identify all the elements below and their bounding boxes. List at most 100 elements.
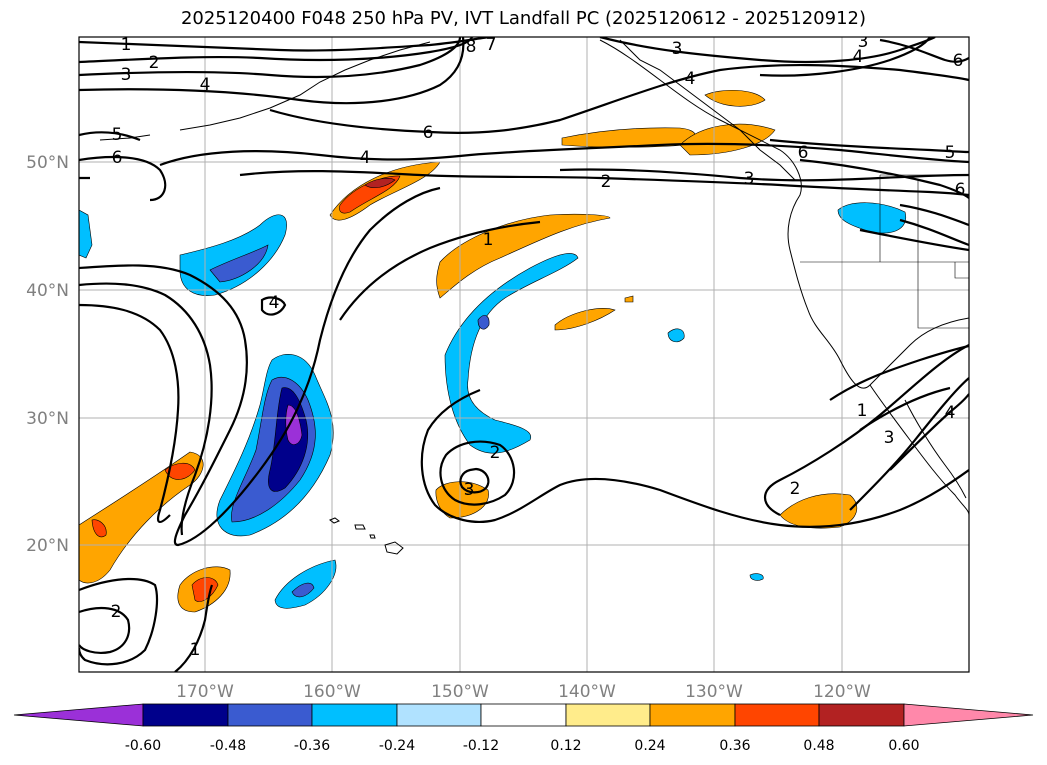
contour-label: 4 [200,75,211,95]
contour-label: 5 [112,125,123,145]
contour-3-ne [599,37,936,64]
contour-label: 4 [360,148,371,168]
colorbar-segment [311,703,398,727]
contour-3-jet [559,168,969,182]
contour-label: 2 [601,172,612,192]
contour-label: 3 [858,32,869,52]
contour-4-mid [159,142,969,167]
pv-contours [79,37,969,672]
contour-2-jet [239,170,969,197]
contour-label: 3 [884,428,895,448]
anomaly-gulf-darkred [364,178,396,189]
contour-label: 6 [953,51,964,71]
anomaly-south-blue-mid [291,582,315,598]
contour-east-loop-3 [849,377,969,511]
contour-2-north [79,37,474,64]
contour-west-1 [79,282,213,536]
contour-4-north [79,37,465,105]
colorbar-segment [818,703,905,727]
contour-east-lines [859,203,969,252]
colorbar-segment [480,703,567,727]
lon-label-150w: 150°W [431,682,489,702]
colorbar-segment [142,703,229,727]
anomaly-far-west-blue [79,209,93,259]
contour-label: 6 [112,148,123,168]
aleutians [99,41,431,141]
longitude-labels: 170°W 160°W 150°W 140°W 130°W 120°W [176,682,871,702]
contour-label: 7 [486,35,497,55]
contour-label: 5 [945,143,956,163]
alaska-panhandle [619,39,796,181]
anomaly-bc-orange [679,89,776,156]
contour-label: 3 [121,65,132,85]
contour-sw-1b [174,584,214,672]
contour-label: 2 [490,443,501,463]
lon-label-120w: 120°W [813,682,871,702]
anomaly-central-blue-mid [477,315,490,330]
anomaly-east-small-orange [554,295,634,331]
colorbar-labels: -0.60 -0.48 -0.36 -0.24 -0.12 0.12 0.24 … [125,738,920,754]
lat-label-40n: 40°N [26,281,69,301]
contour-label: 4 [945,403,956,423]
colorbar-segment [227,703,313,727]
anomaly-hawaii-orange [435,481,489,519]
contour-central-inner-3 [459,467,490,494]
contour-blob-4 [260,296,287,316]
lat-label-30n: 30°N [26,409,69,429]
contour-5-east [769,138,969,154]
colorbar-label: 0.24 [634,738,665,754]
anomaly-central-orange [436,213,611,299]
colorbar-segment [649,703,736,727]
contour-label: 2 [111,602,122,622]
map-area: 1 2 3 4 5 6 8 7 1 2 3 4 5 6 2 3 1 2 3 4 … [79,32,969,672]
colorbar [13,703,1034,727]
anomaly-central-blue [444,253,579,454]
contour-east-loop-4 [889,393,969,471]
contour-label: 6 [798,143,809,163]
contour-east-loop-1 [829,344,969,431]
map-frame [78,36,970,673]
hawaii-islands [328,517,404,555]
lon-label-140w: 140°W [558,682,616,702]
contour-west-3 [79,303,180,523]
contour-label: 1 [483,230,494,250]
colorbar-segment [565,703,651,727]
colorbar-label: 0.60 [888,738,919,754]
contour-sw-1 [79,606,131,654]
contour-label: 2 [149,53,160,73]
contour-6-west [79,155,167,202]
contour-label: 1 [857,401,868,421]
contour-west-2-upper [79,186,441,547]
contour-east-loop-2 [763,344,969,516]
colorbar-label: -0.24 [379,738,415,754]
contour-sw-2 [79,577,159,666]
latitude-labels: 50°N 40°N 30°N 20°N [26,153,69,556]
contour-label: 3 [744,169,755,189]
colorbar-segment [396,703,482,727]
contour-central-inner-2 [439,440,516,506]
colorbar-label: 0.36 [719,738,750,754]
contour-6-east [799,158,969,199]
colorbar-label: -0.48 [210,738,246,754]
baja-peninsula [904,399,967,499]
colorbar-extend-max [903,703,1034,727]
contour-label: 4 [685,69,696,89]
colorbar-label: 0.48 [803,738,834,754]
contour-label: 6 [955,180,966,200]
contour-6-ne [879,38,969,63]
contour-label: 4 [853,47,864,67]
colorbar-segment [734,703,820,727]
colorbar-label: -0.36 [294,738,330,754]
contour-central-loop [420,388,969,528]
anomaly-main-trough-purple [285,404,303,445]
colorbar-label: -0.12 [463,738,499,754]
positive-anomaly-shading [79,89,858,613]
anomaly-west-pacific-red [91,462,196,538]
anomaly-west-blue [179,214,287,296]
lon-label-130w: 130°W [685,682,743,702]
contour-1-north [79,37,491,52]
contour-3-north [79,37,462,79]
anomaly-west-pacific-orange [79,451,204,584]
contour-label: 3 [672,39,683,59]
